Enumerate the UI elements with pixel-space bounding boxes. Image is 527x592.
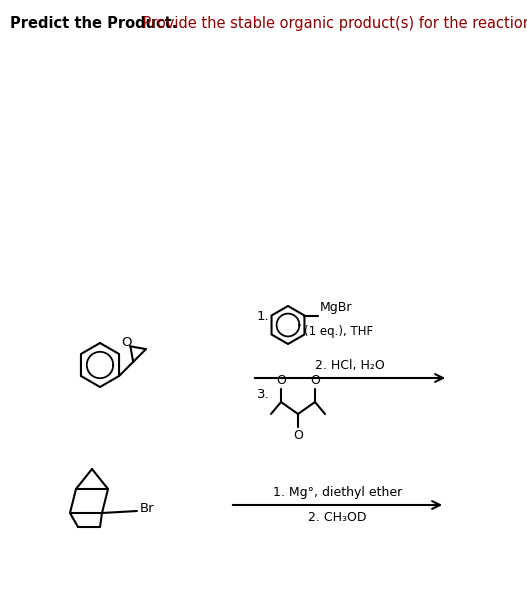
Text: O: O [121,336,131,349]
Text: 1.: 1. [257,310,270,323]
Text: 2. CH₃OD: 2. CH₃OD [308,511,367,524]
Text: Br: Br [140,501,154,514]
Text: MgBr: MgBr [319,301,352,314]
Text: Predict the Product.: Predict the Product. [10,16,178,31]
Text: 2. HCl, H₂O: 2. HCl, H₂O [315,359,385,372]
Text: O: O [293,429,303,442]
Text: 3.: 3. [257,388,270,401]
Text: Provide the stable organic product(s) for the reactions below.: Provide the stable organic product(s) fo… [138,16,527,31]
Text: O: O [310,374,320,387]
Text: 1. Mg°, diethyl ether: 1. Mg°, diethyl ether [273,486,402,499]
Text: (1 eq.), THF: (1 eq.), THF [305,326,374,339]
Text: O: O [276,374,286,387]
